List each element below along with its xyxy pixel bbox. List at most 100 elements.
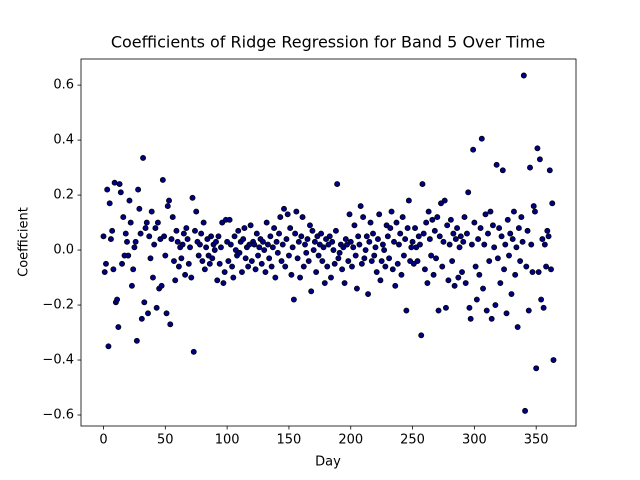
point bbox=[501, 266, 507, 273]
point bbox=[381, 247, 388, 254]
point bbox=[226, 216, 233, 223]
point bbox=[245, 263, 252, 270]
point bbox=[464, 230, 470, 237]
point bbox=[126, 197, 133, 204]
point bbox=[336, 249, 343, 256]
point bbox=[331, 260, 338, 267]
point bbox=[255, 252, 261, 259]
point bbox=[182, 271, 189, 278]
point bbox=[472, 263, 479, 270]
point bbox=[414, 258, 421, 265]
point bbox=[517, 258, 524, 265]
point bbox=[272, 274, 279, 281]
x-tick-label: 300 bbox=[462, 433, 487, 448]
point bbox=[403, 307, 410, 314]
point bbox=[135, 186, 142, 193]
point bbox=[462, 280, 469, 286]
point bbox=[389, 266, 396, 273]
point bbox=[417, 241, 423, 248]
point bbox=[503, 310, 510, 317]
point bbox=[130, 266, 137, 273]
point bbox=[477, 225, 484, 232]
point bbox=[298, 233, 305, 240]
point bbox=[189, 194, 196, 201]
point bbox=[529, 269, 536, 276]
point bbox=[433, 255, 440, 262]
point bbox=[120, 214, 127, 221]
point bbox=[358, 260, 365, 267]
point bbox=[172, 277, 179, 284]
point bbox=[294, 255, 301, 262]
point bbox=[252, 266, 259, 273]
point bbox=[408, 244, 415, 251]
point bbox=[171, 258, 177, 265]
point bbox=[509, 236, 516, 243]
point bbox=[446, 241, 453, 248]
point bbox=[415, 233, 422, 240]
point bbox=[179, 241, 186, 248]
point bbox=[290, 296, 297, 303]
point bbox=[481, 241, 488, 248]
point bbox=[188, 274, 195, 281]
point bbox=[468, 241, 475, 248]
point bbox=[451, 282, 458, 289]
point bbox=[396, 241, 402, 248]
point bbox=[110, 266, 117, 273]
point bbox=[184, 236, 191, 243]
point bbox=[460, 238, 467, 245]
point bbox=[264, 241, 271, 248]
point bbox=[502, 241, 509, 248]
point bbox=[303, 249, 310, 256]
y-tick-label: 0.2 bbox=[53, 188, 74, 203]
point bbox=[459, 269, 465, 276]
point bbox=[409, 238, 416, 245]
point bbox=[445, 277, 452, 284]
point bbox=[145, 310, 151, 317]
point bbox=[379, 241, 386, 248]
point bbox=[455, 274, 462, 281]
point bbox=[400, 252, 407, 259]
point bbox=[217, 244, 224, 251]
point bbox=[360, 214, 367, 221]
point bbox=[258, 260, 265, 267]
point bbox=[339, 266, 346, 273]
point bbox=[235, 227, 242, 234]
point bbox=[242, 255, 249, 262]
point bbox=[491, 244, 498, 251]
point bbox=[485, 230, 491, 237]
point bbox=[288, 271, 295, 278]
point bbox=[187, 244, 193, 251]
point bbox=[405, 197, 412, 204]
point bbox=[111, 179, 118, 186]
point bbox=[494, 255, 501, 262]
point bbox=[150, 274, 156, 281]
point bbox=[174, 238, 181, 245]
point bbox=[161, 233, 168, 240]
point bbox=[281, 205, 287, 212]
point bbox=[444, 222, 451, 229]
point bbox=[426, 236, 433, 243]
point bbox=[178, 255, 185, 262]
point bbox=[115, 324, 122, 330]
point bbox=[239, 269, 245, 276]
point bbox=[487, 208, 494, 215]
point bbox=[423, 219, 430, 226]
point bbox=[356, 241, 363, 248]
point bbox=[284, 211, 291, 218]
point bbox=[267, 233, 274, 240]
point bbox=[125, 252, 132, 259]
point bbox=[371, 252, 378, 259]
point bbox=[399, 214, 406, 221]
point bbox=[190, 348, 197, 355]
point bbox=[425, 208, 432, 215]
point bbox=[318, 230, 325, 237]
point bbox=[486, 258, 493, 265]
point bbox=[535, 269, 542, 276]
point bbox=[109, 227, 116, 234]
point bbox=[548, 266, 554, 273]
point bbox=[499, 167, 506, 174]
point bbox=[513, 244, 520, 251]
point bbox=[310, 247, 317, 254]
point bbox=[436, 233, 443, 240]
point bbox=[366, 238, 373, 245]
